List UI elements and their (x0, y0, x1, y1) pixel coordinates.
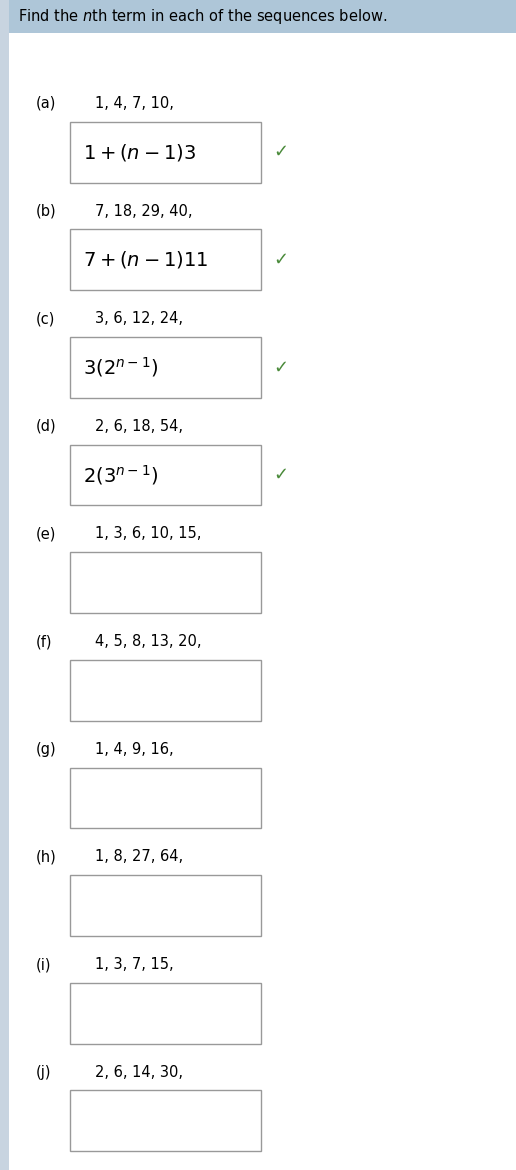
Text: (i): (i) (36, 957, 52, 972)
Text: $3(2^{n-1})$: $3(2^{n-1})$ (83, 356, 158, 379)
Text: (b): (b) (36, 204, 57, 219)
Text: $2(3^{n-1})$: $2(3^{n-1})$ (83, 463, 158, 487)
Text: ✓: ✓ (273, 143, 288, 161)
Text: (d): (d) (36, 419, 57, 434)
Text: 1, 4, 7, 10,: 1, 4, 7, 10, (95, 96, 174, 111)
Text: 1, 3, 6, 10, 15,: 1, 3, 6, 10, 15, (95, 526, 202, 542)
Bar (70, 660, 261, 721)
Text: ✓: ✓ (273, 250, 288, 269)
Bar (70, 229, 261, 290)
Bar (70, 875, 261, 936)
Bar (70, 1090, 261, 1151)
Text: 2, 6, 18, 54,: 2, 6, 18, 54, (95, 419, 184, 434)
Text: $1+(n-1)3$: $1+(n-1)3$ (83, 142, 196, 163)
Bar (70, 768, 261, 828)
Bar (70, 122, 261, 183)
Text: Find the $\mathit{n}$th term in each of the sequences below.: Find the $\mathit{n}$th term in each of … (18, 7, 388, 26)
Text: (h): (h) (36, 849, 57, 865)
Text: (g): (g) (36, 742, 57, 757)
Bar (70, 983, 261, 1044)
Text: 1, 8, 27, 64,: 1, 8, 27, 64, (95, 849, 184, 865)
Text: 7, 18, 29, 40,: 7, 18, 29, 40, (95, 204, 193, 219)
Text: (c): (c) (36, 311, 56, 326)
Text: 1, 3, 7, 15,: 1, 3, 7, 15, (95, 957, 174, 972)
Bar (0, 0, 9, 1170)
Text: 4, 5, 8, 13, 20,: 4, 5, 8, 13, 20, (95, 634, 202, 649)
Text: $7+(n-1)11$: $7+(n-1)11$ (83, 249, 208, 270)
Bar (70, 337, 261, 398)
Bar (70, 552, 261, 613)
Bar (0, 0, 516, 33)
Text: (f): (f) (36, 634, 53, 649)
Text: (j): (j) (36, 1065, 52, 1080)
Text: ✓: ✓ (273, 466, 288, 484)
Text: 2, 6, 14, 30,: 2, 6, 14, 30, (95, 1065, 184, 1080)
Text: (e): (e) (36, 526, 56, 542)
Bar (70, 445, 261, 505)
Text: (a): (a) (36, 96, 56, 111)
Text: 1, 4, 9, 16,: 1, 4, 9, 16, (95, 742, 174, 757)
Text: ✓: ✓ (273, 358, 288, 377)
Text: 3, 6, 12, 24,: 3, 6, 12, 24, (95, 311, 184, 326)
